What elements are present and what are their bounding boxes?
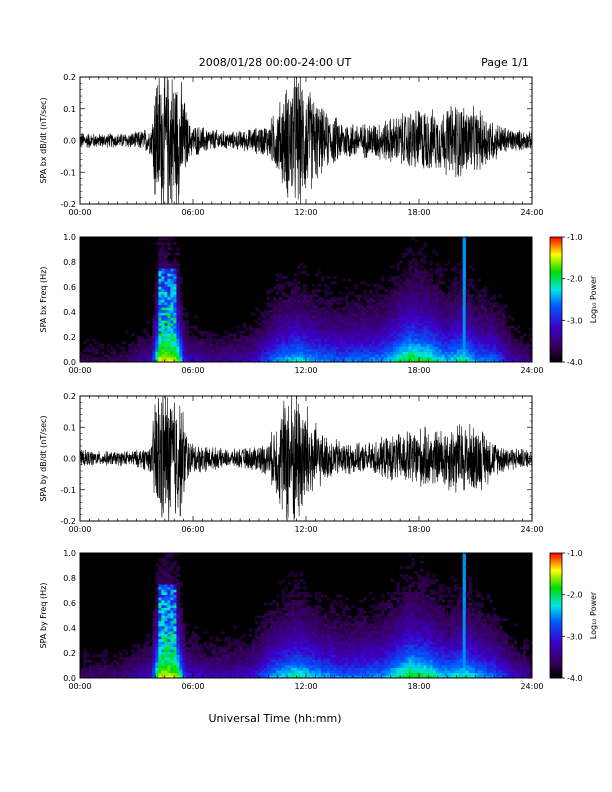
y-tick-label: 0.8 [63,574,76,583]
y-tick-label: 0.0 [63,674,76,683]
panel-2: -1.0 -2.0 -3.0 -4.0 Log₁₀ Power 00:00 06:00 12:… [39,233,598,375]
colorbar-tick-label: -4.0 [567,358,583,367]
y-tick-label: 0.2 [63,649,76,658]
dbdt-trace [80,77,532,204]
colorbar-tick-label: -4.0 [567,674,583,683]
y-tick-label: 0.0 [63,358,76,367]
colorbar-tick-label: -3.0 [567,316,583,325]
x-tick-label: 00:00 [68,366,91,375]
x-tick-label: 18:00 [407,525,430,534]
y-axis-label: SPA bx Freq (Hz) [39,267,48,333]
x-tick-label: 18:00 [407,208,430,217]
colorbar-tick-label: -2.0 [567,275,583,284]
y-tick-label: -0.2 [60,517,76,526]
panel-4: -1.0 -2.0 -3.0 -4.0 Log₁₀ Power 00:00 06:00 12:… [39,549,598,691]
x-tick-label: 24:00 [520,682,543,691]
x-tick-label: 18:00 [407,366,430,375]
x-tick-label: 00:00 [68,525,91,534]
panel-3: 00:00 06:00 12:00 18:00 24:00 -0.2 -0.1 0.0 0.1 0… [39,392,544,534]
x-tick-label: 18:00 [407,682,430,691]
x-tick-label: 12:00 [294,525,317,534]
y-tick-label: 0.4 [63,308,76,317]
spectrogram-cells [80,553,533,679]
y-tick-label: 0.2 [63,392,76,401]
x-tick-label: 24:00 [520,208,543,217]
colorbar-tick-label: -2.0 [567,591,583,600]
spectrogram-cells [80,237,533,363]
colorbar-label: Log₁₀ Power [589,275,598,323]
y-tick-label: -0.2 [60,200,76,209]
figure-title: 2008/01/28 00:00-24:00 UT [199,56,352,69]
x-tick-label: 24:00 [520,366,543,375]
page-indicator: Page 1/1 [481,56,529,69]
y-tick-label: 0.0 [63,455,76,464]
x-tick-label: 12:00 [294,366,317,375]
y-tick-label: 0.6 [63,599,76,608]
colorbar: -1.0 -2.0 -3.0 -4.0 Log₁₀ Power [549,233,598,367]
y-tick-label: 0.2 [63,333,76,342]
y-tick-label: 0.2 [63,73,76,82]
x-tick-label: 06:00 [181,525,204,534]
y-tick-label: -0.1 [60,168,76,177]
x-tick-label: 06:00 [181,682,204,691]
panels-group: 00:00 06:00 12:00 18:00 24:00 -0.2 -0.1 0.0 0.1 0… [39,73,598,691]
y-tick-label: 0.0 [63,137,76,146]
colorbar-label: Log₁₀ Power [589,591,598,639]
x-tick-label: 06:00 [181,366,204,375]
y-tick-label: 0.8 [63,258,76,267]
y-axis-label: SPA by Freq (Hz) [39,583,48,649]
x-tick-label: 00:00 [68,208,91,217]
x-tick-label: 24:00 [520,525,543,534]
x-tick-label: 06:00 [181,208,204,217]
y-tick-label: 1.0 [63,233,76,242]
colorbar-tick-label: -1.0 [567,233,583,242]
colorbar: -1.0 -2.0 -3.0 -4.0 Log₁₀ Power [549,549,598,683]
y-axis-label: SPA bx dB/dt (nT/sec) [39,97,48,183]
x-tick-label: 00:00 [68,682,91,691]
y-axis-label: SPA by dB/dt (nT/sec) [39,415,48,501]
y-tick-label: 1.0 [63,549,76,558]
colorbar-tick-label: -3.0 [567,632,583,641]
y-tick-label: 0.1 [63,105,76,114]
x-axis-label: Universal Time (hh:mm) [209,712,342,725]
x-tick-label: 12:00 [294,208,317,217]
dbdt-trace [80,396,532,521]
panel-1: 00:00 06:00 12:00 18:00 24:00 -0.2 -0.1 0.0 0.1 0… [39,73,544,217]
y-tick-label: -0.1 [60,486,76,495]
y-tick-label: 0.6 [63,283,76,292]
y-tick-label: 0.4 [63,624,76,633]
y-tick-label: 0.1 [63,423,76,432]
x-tick-label: 12:00 [294,682,317,691]
colorbar-tick-label: -1.0 [567,549,583,558]
